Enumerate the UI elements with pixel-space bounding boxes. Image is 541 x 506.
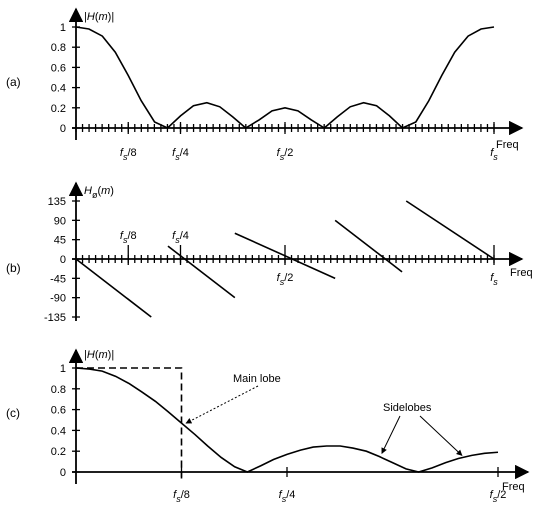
panel-b-y-tick-label: 45 bbox=[54, 235, 66, 247]
sidelobe-arrow-2 bbox=[419, 415, 463, 456]
panel-b: (b) Freq Hø(m) 135 90 45 0 -45 -90 -135 fs/8 fs/… bbox=[6, 181, 533, 324]
sidelobe-arrow-1 bbox=[381, 415, 401, 454]
panel-c-ylabel-text: |H(m)| bbox=[84, 349, 114, 361]
main-lobe-arrow bbox=[185, 385, 259, 424]
panel-b-y-tick-label: -45 bbox=[50, 273, 66, 285]
panel-b-y-tick-label: 90 bbox=[54, 215, 66, 227]
panel-b-phase-segment bbox=[334, 219, 403, 273]
panel-c: (c) Freq |H(m)| Main lobe Sidelobes 0 0.2… bbox=[6, 348, 530, 504]
panel-a-y-tick-label: 0.2 bbox=[51, 103, 66, 115]
panel-c-label: (c) bbox=[6, 406, 20, 420]
panel-b-y-tick-label: 0 bbox=[60, 254, 66, 266]
panel-a-magnitude-series bbox=[75, 26, 495, 129]
panel-a-x-tick-label: fs/4 bbox=[172, 147, 189, 162]
panel-c-magnitude-series bbox=[75, 367, 499, 473]
panel-a-x-tick-label: fs bbox=[490, 147, 498, 162]
panel-b-x-tick-label: fs/4 bbox=[172, 230, 189, 245]
panel-b-y-tick-label: 135 bbox=[48, 196, 66, 208]
panel-c-x-tick-label: fs/4 bbox=[279, 489, 296, 504]
panel-a-y-tick-label: 0.4 bbox=[51, 83, 66, 95]
sidelobes-annotation: Sidelobes bbox=[383, 402, 432, 414]
panel-c-y-tick-label: 0.8 bbox=[51, 384, 66, 396]
panel-b-ylabel: Hø(m) bbox=[84, 185, 114, 200]
main-lobe-annotation: Main lobe bbox=[233, 373, 281, 385]
panel-b-phase-segment bbox=[405, 200, 495, 260]
panel-a-ylabel-text: |H(m)| bbox=[84, 11, 114, 23]
panel-c-y-tick-label: 0 bbox=[60, 467, 66, 479]
panel-a-y-tick-label: 0 bbox=[60, 123, 66, 135]
panel-a: (a) Freq |H(m)| 0 0.2 0.4 0.6 0.8 1 fs/8 fs/4 fs… bbox=[6, 7, 524, 162]
panel-c-x-tick-label: fs/2 bbox=[490, 489, 507, 504]
panel-c-y-tick-label: 0.2 bbox=[51, 446, 66, 458]
panel-b-phase-segment bbox=[75, 258, 152, 318]
panel-b-label: (b) bbox=[6, 261, 21, 275]
panel-a-y-tick-label: 1 bbox=[60, 22, 66, 34]
panel-c-y-tick-label: 0.4 bbox=[51, 425, 66, 437]
panel-c-ylabel: |H(m)| bbox=[84, 349, 114, 361]
panel-b-x-tick-label: fs/8 bbox=[120, 230, 137, 245]
panel-b-ylabel-text: Hø(m) bbox=[84, 185, 114, 200]
panel-b-phase-segment bbox=[167, 245, 236, 299]
panel-b-phase-segment bbox=[234, 232, 336, 280]
panel-a-y-tick-label: 0.8 bbox=[51, 42, 66, 54]
panel-a-x-tick-label: fs/8 bbox=[120, 147, 137, 162]
panel-b-y-tick-label: -90 bbox=[50, 293, 66, 305]
panel-b-x-tick-label: fs bbox=[490, 272, 498, 287]
panel-c-xlabel: Freq bbox=[502, 481, 525, 493]
panel-a-xlabel: Freq bbox=[496, 139, 519, 151]
panel-a-y-tick-label: 0.6 bbox=[51, 62, 66, 74]
panel-b-x-tick-label: fs/2 bbox=[277, 272, 294, 287]
panel-c-ideal-response bbox=[76, 367, 183, 482]
panel-c-y-tick-label: 1 bbox=[60, 363, 66, 375]
panel-c-y-tick-label: 0.6 bbox=[51, 405, 66, 417]
panel-a-x-tick-label: fs/2 bbox=[277, 147, 294, 162]
panel-b-xlabel: Freq bbox=[510, 267, 533, 279]
panel-a-label: (a) bbox=[6, 75, 21, 89]
panel-a-ylabel: |H(m)| bbox=[84, 11, 114, 23]
panel-c-x-tick-label: fs/8 bbox=[173, 489, 190, 504]
panel-b-y-tick-label: -135 bbox=[44, 312, 66, 324]
